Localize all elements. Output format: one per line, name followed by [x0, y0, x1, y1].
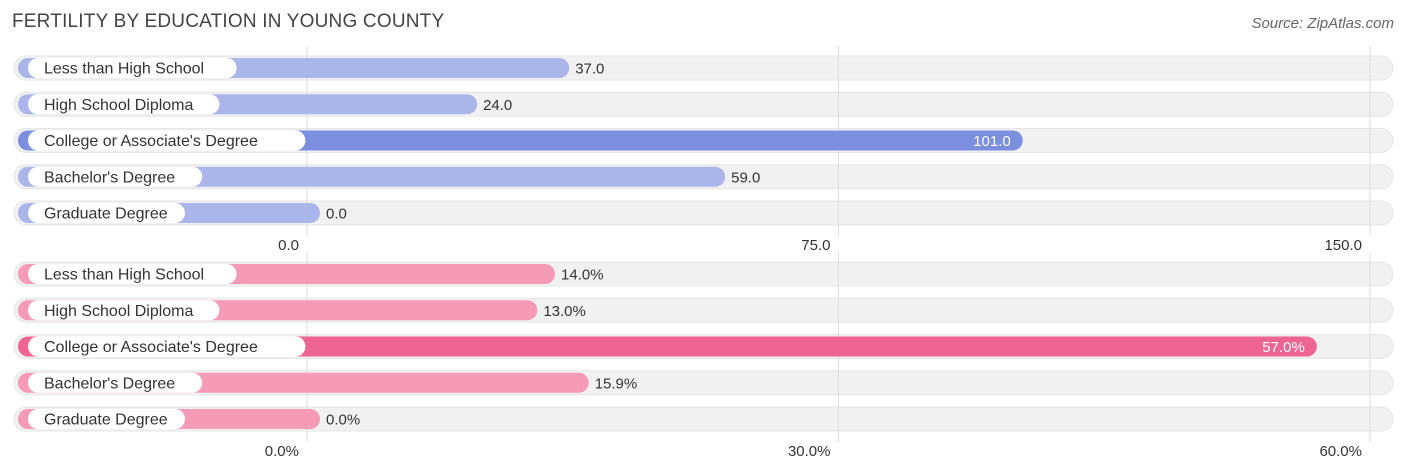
category-label-top-4: Graduate Degree — [44, 206, 168, 223]
tick-label-top-1: 75.0 — [801, 237, 830, 254]
value-label-top-3: 59.0 — [731, 169, 760, 186]
category-label-bottom-1: High School Diploma — [44, 303, 194, 320]
tick-label-bottom-1: 30.0% — [788, 443, 831, 460]
bar-track-bottom-4 — [13, 406, 1394, 432]
tick-label-top-0: 0.0 — [278, 237, 299, 254]
tick-label-bottom-0: 0.0% — [265, 443, 299, 460]
category-pill-top-1 — [28, 94, 220, 115]
value-label-bottom-0: 14.0% — [561, 267, 604, 284]
bar-bottom-2 — [18, 336, 1317, 357]
category-pill-bottom-2 — [28, 336, 306, 357]
category-pill-bottom-4 — [28, 409, 185, 429]
category-label-bottom-2: College or Associate's Degree — [44, 339, 258, 356]
category-label-bottom-3: Bachelor's Degree — [44, 375, 175, 392]
value-label-bottom-2: 57.0% — [1262, 339, 1305, 356]
value-label-bottom-3: 15.9% — [595, 375, 638, 392]
value-label-top-2: 101.0 — [973, 133, 1011, 150]
value-label-bottom-1: 13.0% — [543, 303, 586, 320]
category-label-top-3: Bachelor's Degree — [44, 169, 175, 186]
value-label-top-0: 37.0 — [575, 61, 604, 78]
category-pill-bottom-3 — [28, 372, 203, 393]
tick-label-top-2: 150.0 — [1324, 237, 1362, 254]
category-pill-top-2 — [28, 130, 306, 151]
category-pill-top-3 — [28, 166, 203, 187]
category-label-top-2: College or Associate's Degree — [44, 133, 258, 150]
bar-track-top-4 — [13, 200, 1394, 226]
tick-label-bottom-2: 60.0% — [1319, 443, 1362, 460]
category-label-bottom-0: Less than High School — [44, 267, 204, 284]
source-label: Source: ZipAtlas.com — [1251, 15, 1394, 32]
value-label-bottom-4: 0.0% — [326, 412, 360, 429]
value-label-top-4: 0.0 — [326, 206, 347, 223]
category-pill-bottom-0 — [28, 264, 237, 284]
category-pill-top-0 — [28, 58, 237, 78]
category-pill-bottom-1 — [28, 300, 220, 321]
category-pill-top-4 — [28, 203, 185, 223]
value-label-top-1: 24.0 — [483, 97, 512, 114]
category-label-top-0: Less than High School — [44, 61, 204, 78]
category-label-bottom-4: Graduate Degree — [44, 412, 168, 429]
category-label-top-1: High School Diploma — [44, 97, 194, 114]
chart-title: FERTILITY BY EDUCATION IN YOUNG COUNTY — [12, 11, 445, 32]
